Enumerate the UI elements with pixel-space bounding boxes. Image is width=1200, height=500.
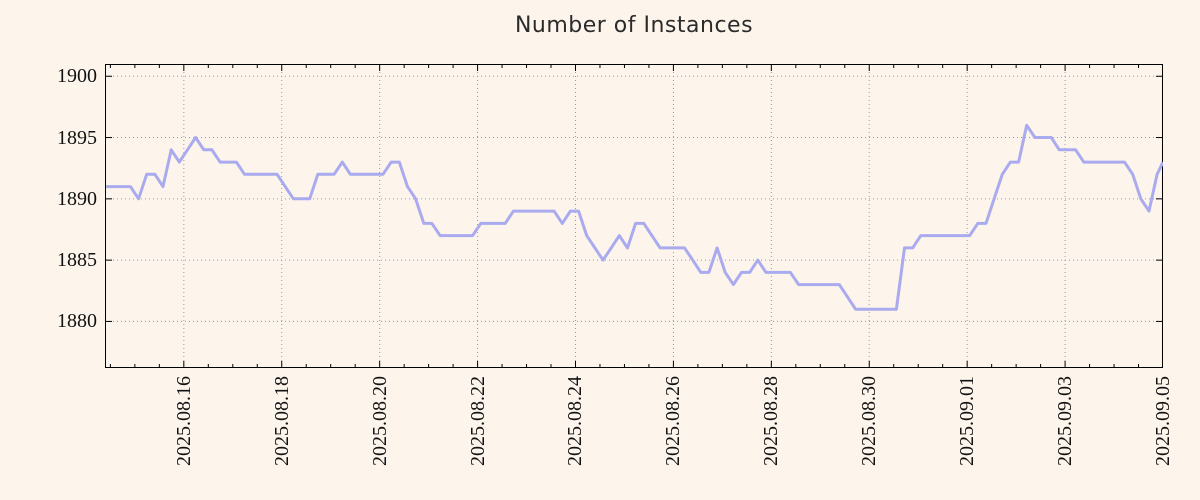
x-tick-label: 2025.09.03	[1054, 376, 1077, 466]
x-tick-label: 2025.08.20	[368, 376, 391, 466]
plot-canvas	[105, 64, 1163, 368]
plot-border	[105, 64, 1163, 368]
y-tick-label: 1880	[57, 310, 97, 333]
data-line-instances	[106, 123, 1163, 311]
chart-title: Number of Instances	[514, 13, 754, 38]
x-tick-label: 2025.08.28	[760, 376, 783, 466]
x-tick-label: 2025.08.26	[662, 376, 685, 466]
y-tick-label: 1885	[57, 249, 97, 272]
y-tick-label: 1895	[57, 126, 97, 149]
x-tick-label: 2025.08.30	[858, 376, 881, 466]
x-tick-label: 2025.08.24	[564, 376, 587, 466]
x-tick-label: 2025.08.22	[466, 376, 489, 466]
x-tick-label: 2025.08.18	[270, 376, 293, 466]
y-tick-label: 1900	[57, 65, 97, 88]
x-tick-label: 2025.08.16	[172, 376, 195, 466]
x-tick-label: 2025.09.01	[956, 376, 979, 466]
x-tick-label: 2025.09.05	[1152, 376, 1174, 466]
y-tick-label: 1890	[57, 187, 97, 210]
